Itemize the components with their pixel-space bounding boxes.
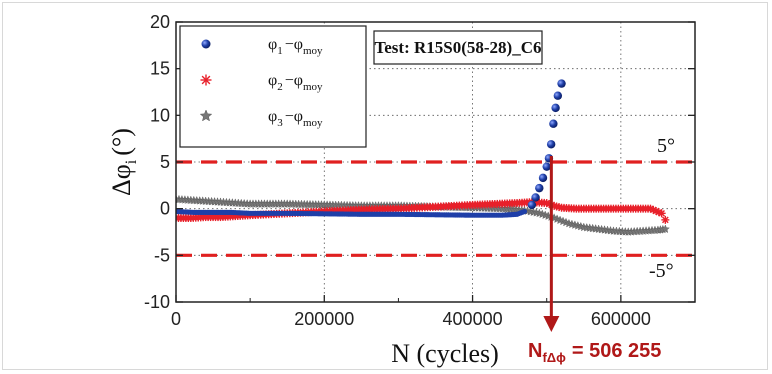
failure-arrow — [543, 156, 560, 332]
series-2-point-stroke — [652, 207, 660, 215]
legend-box — [179, 25, 367, 148]
series-2-point-stroke — [649, 206, 657, 214]
series-1-point — [521, 208, 528, 215]
legend-index: 1 — [277, 45, 283, 57]
legend-phi: φ — [268, 72, 277, 89]
legend-minus: − — [285, 72, 294, 89]
threshold-upper-label: 5° — [657, 135, 675, 157]
axis-ticks: 0 200000 400000 600000 -10 -5 0 5 10 15 20 — [144, 12, 695, 329]
y-axis-title: Δφi (°) — [107, 128, 140, 196]
y-tick-label: 20 — [150, 12, 170, 32]
legend-phi: φ — [294, 36, 303, 53]
series-1-point — [535, 183, 544, 193]
series-1-point — [549, 119, 558, 128]
failure-arrow-head — [543, 316, 560, 332]
series-1-point — [546, 140, 556, 149]
series-1-point — [542, 162, 551, 171]
series-2-point-stroke — [658, 210, 665, 217]
failure-cycle-label: NfΔϕ = 506 255 — [528, 340, 661, 365]
y-tick-label: 0 — [160, 199, 170, 219]
y-tick-label: 10 — [150, 105, 170, 125]
legend-phi: φ — [268, 108, 277, 125]
series-2-point — [657, 209, 666, 218]
y-tick-label: 5 — [160, 152, 170, 172]
series-1-point — [531, 193, 540, 202]
threshold-lower-label: -5° — [649, 260, 674, 282]
y-axis-title-sub: i — [123, 159, 140, 164]
threshold-lines — [176, 160, 695, 257]
legend-minus: − — [285, 36, 294, 53]
series-3-point — [660, 224, 670, 234]
series-1-point — [527, 200, 537, 210]
failure-cycle-subscript: fΔϕ — [542, 350, 566, 365]
test-label-frame — [373, 30, 543, 65]
legend-marker — [200, 74, 212, 86]
y-axis-title-unit: (°) — [107, 128, 136, 156]
legend-entry: φ2 −φmoy — [268, 72, 323, 93]
y-axis-title-main: Δφ — [107, 164, 136, 196]
figure-frame — [2, 2, 768, 370]
legend-phi: φ — [268, 36, 277, 53]
legend-marker — [201, 39, 211, 49]
legend-moy: moy — [303, 117, 323, 129]
x-axis-title: N (cycles) — [391, 339, 499, 368]
series-2-point-stroke — [647, 205, 654, 212]
legend-moy: moy — [303, 81, 323, 93]
series-1-point — [557, 79, 566, 88]
failure-cycle-value: = 506 255 — [572, 340, 662, 362]
series-1-point — [551, 103, 560, 113]
x-tick-label: 0 — [171, 309, 181, 329]
x-tick-label: 400000 — [443, 309, 503, 329]
legend-index: 2 — [277, 81, 283, 93]
series-2-point — [661, 215, 670, 224]
legend-entry: φ3 −φmoy — [268, 108, 323, 129]
legend-index: 3 — [277, 117, 283, 129]
legend-minus: − — [285, 108, 294, 125]
series-1-point — [538, 173, 548, 183]
legend-entry: φ1 −φmoy — [268, 36, 323, 57]
series-1-point — [553, 91, 563, 100]
series-2-point-stroke — [655, 208, 663, 216]
legend-phi: φ — [294, 108, 303, 125]
x-tick-label: 200000 — [294, 309, 354, 329]
failure-cycle-prefix: N — [528, 340, 542, 362]
legend-phi: φ — [294, 72, 303, 89]
legend-marker-stroke — [201, 75, 211, 85]
y-tick-label: 15 — [150, 59, 170, 79]
y-tick-label: -10 — [144, 292, 170, 312]
y-tick-label: -5 — [154, 245, 170, 265]
legend-marker — [199, 109, 213, 122]
x-tick-label: 600000 — [591, 309, 651, 329]
series-2-point-stroke — [662, 216, 669, 224]
test-label-text: Test: R15S0(58-28)_C6 — [374, 38, 541, 57]
test-label-box: Test: R15S0(58-28)_C6 — [373, 30, 543, 65]
legend-moy: moy — [303, 45, 323, 57]
